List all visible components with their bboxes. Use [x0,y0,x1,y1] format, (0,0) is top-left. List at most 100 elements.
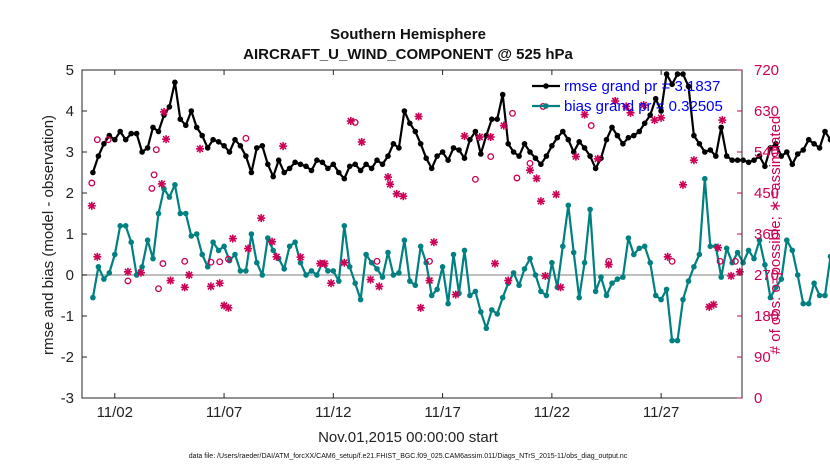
asterisk-stroke [393,190,401,198]
y2-tick-label: 180 [754,308,779,325]
rmse-data-point [674,71,681,77]
legend-marker-sample [543,83,549,89]
obs-possible-marker [216,258,224,266]
rmse-data-point [166,104,173,110]
obs-assimilated-marker [206,282,215,291]
rmse-data-point [401,108,408,114]
obs-assimilated-marker [384,173,392,182]
rmse-data-point [193,124,200,131]
bias-data-point [112,251,118,258]
asterisk-stroke [452,291,460,299]
bias-data-point [439,264,446,270]
asterisk-stroke [581,111,589,119]
bias-data-point [259,272,266,278]
bias-data-point [270,247,277,254]
bias-data-point [336,278,342,284]
bias-data-point [183,210,189,217]
obs-assimilated-marker [499,121,508,130]
obs-assimilated-marker [593,154,602,163]
bias-data-point [445,300,451,307]
obs-assimilated-marker [532,174,541,183]
obs-assimilated-marker [689,156,698,165]
bias-data-point [620,274,626,280]
rmse-data-point [248,169,255,176]
bias-data-point [286,243,293,250]
rmse-data-point [183,122,189,129]
obs-assimilated-marker [123,267,132,276]
bias-data-point [292,239,298,245]
bias-data-point [390,272,397,278]
bias-data-point [385,249,391,256]
bias-data-point [483,325,490,332]
bias-data-point [248,231,255,237]
bias-data-point [434,286,440,293]
bias-data-point [374,266,380,272]
obs-assimilated-marker [346,117,355,125]
obs-assimilated-marker [639,101,648,110]
rmse-data-point [308,167,315,174]
y2-tick-label: 90 [754,349,771,366]
x-tick-label: 11/27 [643,404,679,421]
rmse-data-point [188,108,195,114]
rmse-data-point [434,153,440,159]
rmse-data-point [461,155,468,161]
asterisk-stroke [690,156,698,164]
bias-data-point [576,294,582,301]
asterisk-stroke [384,173,392,181]
rmse-data-point [554,134,561,141]
asterisk-stroke [272,253,281,261]
asterisk-stroke [425,276,434,285]
rmse-data-point [286,165,293,172]
asterisk-stroke [196,145,204,153]
rmse-data-point [505,141,512,147]
bias-data-point [767,294,774,301]
bias-data-point [215,247,222,254]
rmse-data-point [532,155,539,161]
obs-possible-marker [181,257,189,265]
bias-data-point [702,175,708,182]
obs-possible-marker [509,109,516,117]
obs-assimilated-marker [392,189,401,198]
bias-data-point [734,249,741,256]
bias-data-point [401,237,408,243]
rmse-data-point [221,143,227,149]
bias-data-point [652,292,659,299]
rmse-data-point [199,132,205,139]
obs-assimilated-marker [180,283,189,292]
bias-data-point [543,292,550,299]
bias-data-point [581,259,588,266]
asterisk-stroke [417,304,425,312]
bias-data-point [357,296,364,303]
obs-assimilated-marker [486,133,495,141]
rmse-data-point [696,141,703,147]
obs-assimilated-marker [386,180,395,189]
rmse-data-point [210,136,216,143]
rmse-data-point [784,149,790,155]
rmse-data-point [412,128,419,135]
chart-subtitle: AIRCRAFT_U_WIND_COMPONENT @ 525 hPa [243,46,573,63]
obs-possible-marker [224,255,232,263]
bias-data-point [379,274,386,280]
obs-assimilated-marker [541,271,550,280]
obs-assimilated-marker [571,152,580,161]
obs-possible-marker [148,184,156,192]
rmse-data-point [702,149,708,155]
legend-entry-label: rmse grand pr = 3.1837 [564,78,720,95]
rmse-data-point [647,112,653,118]
obs-assimilated-marker [416,303,425,312]
y2-axis-label: # of obs: o=possible; ∗=assimilated [767,116,784,355]
obs-assimilated-marker [327,279,336,288]
bias-data-point [139,264,145,270]
y2-tick-label: 720 [754,62,779,79]
asterisk-stroke [229,235,237,243]
rmse-data-point [592,165,599,172]
rmse-data-point [396,145,402,151]
bias-data-point [794,272,801,278]
obs-possible-marker [526,159,534,167]
rmse-data-point [581,145,588,151]
y-tick-label: -1 [61,308,74,325]
asterisk-stroke [340,259,348,267]
rmse-data-point [232,136,238,143]
asterisk-stroke [491,260,499,268]
obs-assimilated-marker [556,283,565,292]
